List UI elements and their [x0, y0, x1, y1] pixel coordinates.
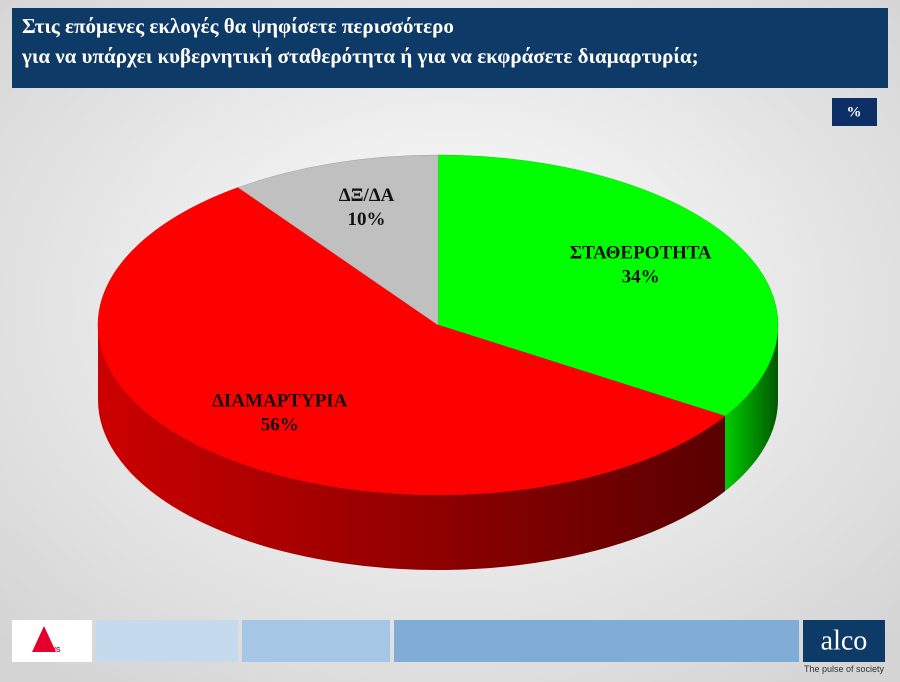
slice-label: ΔΙΑΜΑΡΤΥΡΙΑ [212, 391, 348, 412]
unit-label: % [847, 104, 862, 120]
value-label: 56% [261, 415, 299, 436]
slice [97, 187, 726, 496]
slice-side [725, 325, 778, 492]
brand: alco [821, 625, 868, 656]
title-box [12, 8, 888, 88]
value-label: 34% [622, 266, 660, 287]
slice-side [98, 325, 726, 570]
tagline: The pulse of society [804, 664, 885, 674]
slice-label: ΣΤΑΘΕΡΟΤΗΤΑ [570, 242, 712, 263]
slice [237, 154, 439, 326]
unit-box [832, 98, 877, 126]
pie: ΣΤΑΘΕΡΟΤΗΤΑ 34% ΔΙΑΜΑΡΤΥΡΙΑ 56% ΔΞ/ΔΑ 10% [97, 154, 779, 570]
footer-box [394, 620, 799, 662]
brand-box [803, 620, 885, 662]
slice [437, 154, 779, 417]
logo-mark [32, 626, 56, 652]
slice-label: ΔΞ/ΔΑ [339, 185, 395, 206]
footer-box [12, 620, 92, 662]
value-label: 10% [348, 209, 386, 230]
chart-title: Στις επόμενες εκλογές θα ψηφίσετε περισσ… [22, 14, 454, 38]
footer-box [242, 620, 390, 662]
logo-text: NEWS [40, 647, 61, 654]
chart-title: για να υπάρχει κυβερνητική σταθερότητα ή… [21, 44, 699, 68]
footer-box [96, 620, 238, 662]
